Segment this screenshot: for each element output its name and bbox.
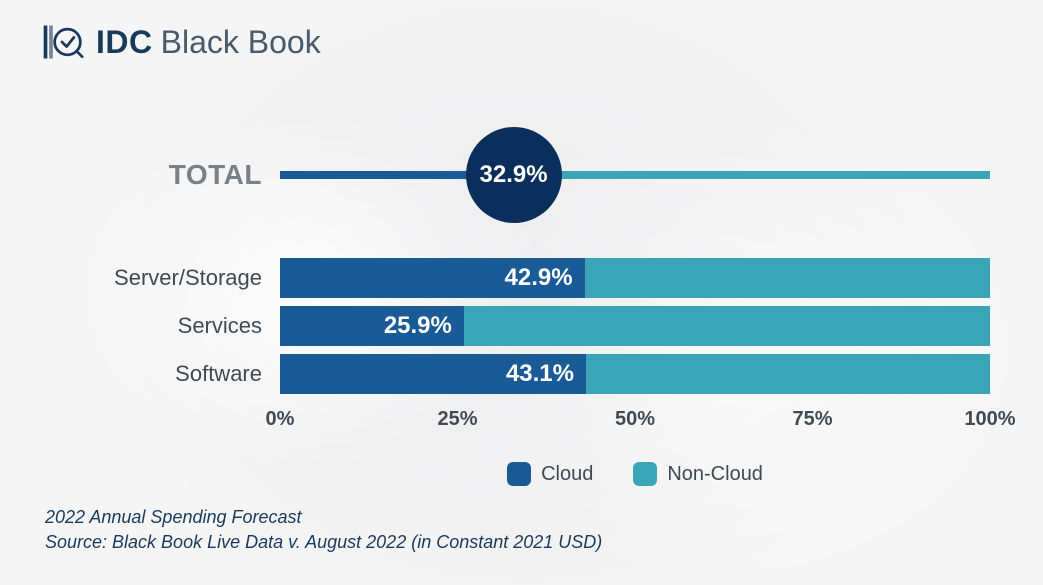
bar-segment-cloud: 25.9%: [280, 306, 464, 346]
row-label: Server/Storage: [100, 265, 280, 291]
bar-segment-cloud: 42.9%: [280, 258, 585, 298]
bar-value-text: 25.9%: [384, 312, 452, 340]
legend-label: Non-Cloud: [667, 463, 763, 486]
total-line: [280, 171, 990, 179]
footer-line-1: 2022 Annual Spending Forecast: [45, 505, 602, 530]
axis-ticks: 0%25%50%75%100%: [280, 402, 990, 432]
total-value-text: 32.9%: [480, 161, 548, 189]
axis-tick: 25%: [437, 408, 477, 431]
bar-value-text: 42.9%: [505, 264, 573, 292]
footer-line-2: Source: Black Book Live Data v. August 2…: [45, 530, 602, 555]
legend: Cloud Non-Cloud: [280, 462, 990, 486]
bar-segment-cloud: 43.1%: [280, 354, 586, 394]
legend-item: Non-Cloud: [633, 462, 763, 486]
bar-row: Software 43.1%: [100, 354, 1010, 394]
total-track: 32.9%: [280, 130, 990, 220]
legend-item: Cloud: [507, 462, 593, 486]
row-label: Services: [100, 313, 280, 339]
header: IDC Black Book: [0, 0, 1043, 64]
logo-text-blackbook: Black Book: [161, 24, 321, 61]
bar-track: 43.1%: [280, 354, 990, 394]
bar-row: Services 25.9%: [100, 306, 1010, 346]
legend-swatch: [507, 462, 531, 486]
idc-logo-icon: [40, 20, 84, 64]
bar-track: 25.9%: [280, 306, 990, 346]
total-label: TOTAL: [100, 159, 280, 191]
x-axis: 0%25%50%75%100%: [100, 402, 1010, 432]
axis-tick: 100%: [964, 408, 1015, 431]
bar-row: Server/Storage 42.9%: [100, 258, 1010, 298]
total-row: TOTAL 32.9%: [100, 130, 1010, 220]
row-label: Software: [100, 361, 280, 387]
axis-tick: 50%: [615, 408, 655, 431]
legend-label: Cloud: [541, 463, 593, 486]
axis-tick: 0%: [266, 408, 295, 431]
bar-value-text: 43.1%: [506, 360, 574, 388]
chart: TOTAL 32.9% Server/Storage 42.9% Services 2…: [100, 130, 1010, 486]
bar-track: 42.9%: [280, 258, 990, 298]
axis-tick: 75%: [792, 408, 832, 431]
footer: 2022 Annual Spending Forecast Source: Bl…: [45, 505, 602, 555]
legend-swatch: [633, 462, 657, 486]
total-value-circle: 32.9%: [466, 127, 562, 223]
logo-text-idc: IDC: [96, 24, 153, 61]
total-line-noncloud: [514, 171, 990, 179]
